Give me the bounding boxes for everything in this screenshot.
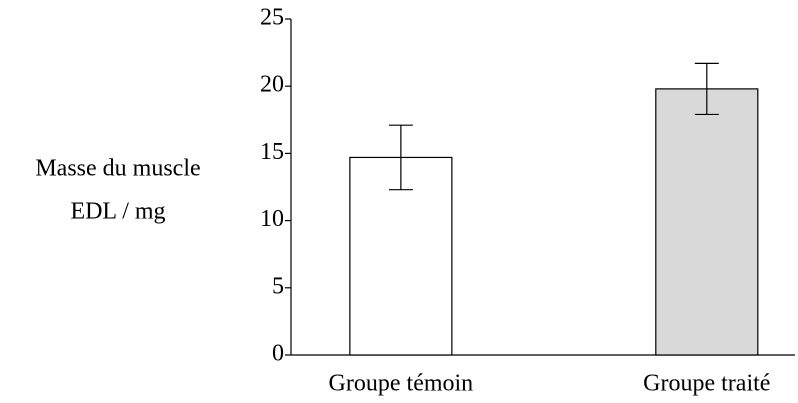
error-bar [388,124,413,191]
x-tick-label: Groupe traité [643,371,770,397]
y-tick-label: 20 [260,72,284,98]
y-tick-label: 10 [260,206,284,232]
y-tick-label: 25 [260,5,284,31]
error-bar [694,62,719,116]
y-axis-label: Masse du muscle [35,156,200,182]
y-axis-label: EDL / mg [70,199,165,225]
x-tick-label: Groupe témoin [329,371,474,397]
bar [349,156,453,356]
y-tick-label: 5 [272,273,284,299]
y-tick-label: 15 [260,139,284,165]
y-tick-label: 0 [272,341,284,367]
bar [655,88,759,356]
